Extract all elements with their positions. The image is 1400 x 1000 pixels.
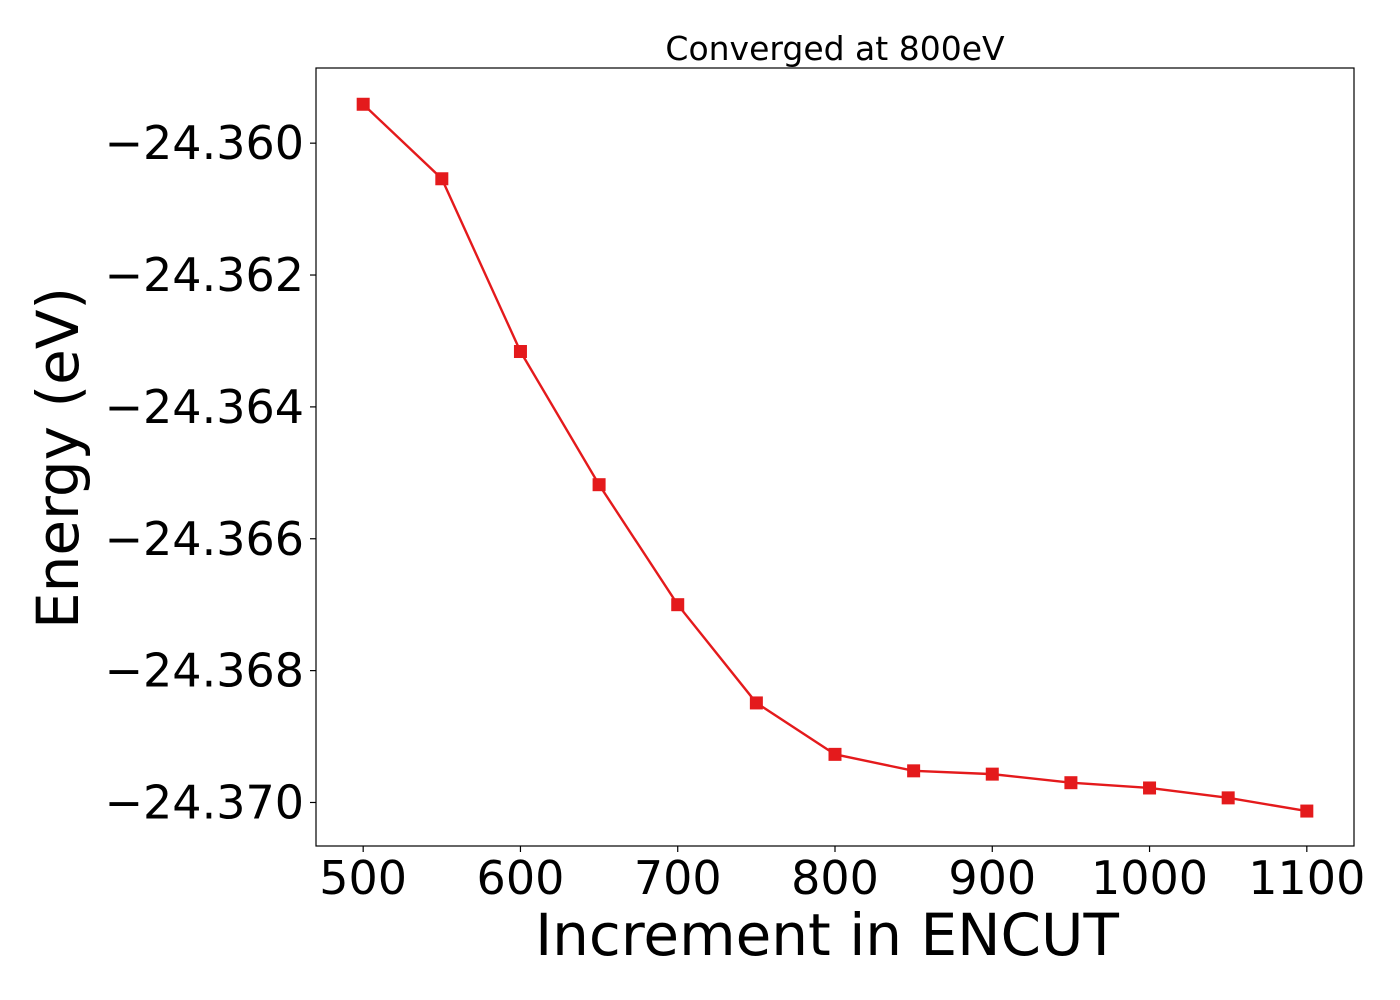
x-tick-label: 700 — [634, 851, 722, 905]
y-tick-label: −24.364 — [105, 380, 305, 434]
data-point — [1064, 776, 1078, 790]
x-tick-label: 600 — [477, 851, 565, 905]
data-point — [828, 747, 842, 761]
x-tick-label: 500 — [319, 851, 407, 905]
data-point — [907, 764, 921, 778]
y-tick-label: −24.360 — [105, 116, 305, 170]
y-tick-label: −24.370 — [105, 775, 305, 829]
data-point — [671, 598, 685, 612]
chart-title: Converged at 800eV — [665, 29, 1005, 68]
data-point — [356, 97, 370, 111]
x-tick-label: 1100 — [1248, 851, 1365, 905]
y-axis-ticks: −24.360 −24.362 −24.364 −24.366 −24.368 −24.3… — [105, 116, 316, 829]
x-tick-label: 1000 — [1091, 851, 1208, 905]
x-axis-ticks: 500 600 700 800 900 1000 1100 — [319, 846, 1365, 905]
x-tick-label: 900 — [948, 851, 1036, 905]
y-tick-label: −24.366 — [105, 512, 305, 566]
data-point — [749, 696, 763, 710]
x-tick-label: 800 — [791, 851, 879, 905]
data-point — [1143, 781, 1157, 795]
data-point — [1221, 791, 1235, 805]
data-point — [513, 345, 527, 359]
series-group — [356, 97, 1314, 818]
data-point — [1300, 804, 1314, 818]
y-tick-label: −24.368 — [105, 644, 305, 698]
plot-frame — [315, 67, 1355, 847]
data-point — [985, 767, 999, 781]
data-point — [592, 478, 606, 492]
x-axis-label: Increment in ENCUT — [535, 901, 1119, 969]
y-tick-label: −24.362 — [105, 248, 305, 302]
y-axis-label: Energy (eV) — [24, 287, 92, 629]
data-point — [435, 172, 449, 186]
